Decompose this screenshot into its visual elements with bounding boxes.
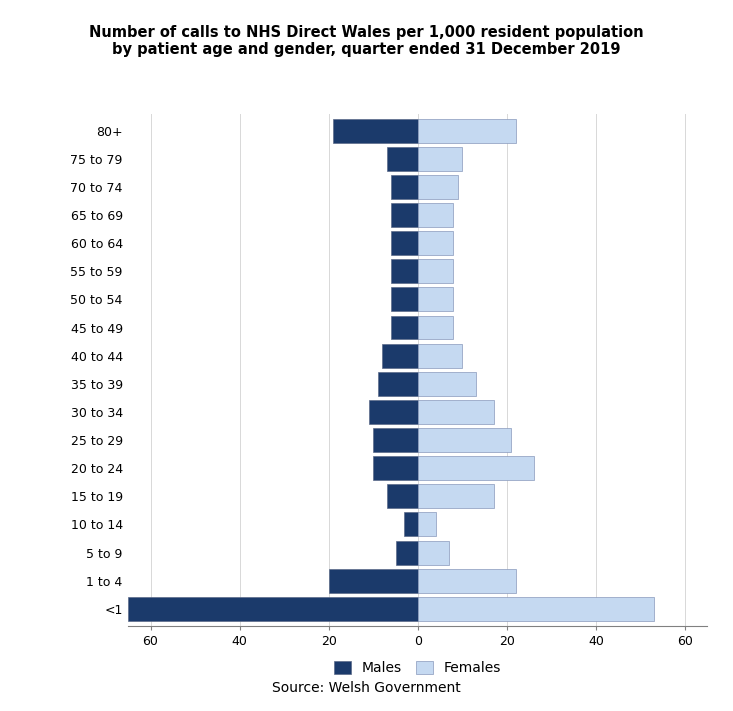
Bar [391,231,418,255]
Bar [418,400,493,424]
Bar [328,569,418,593]
Bar [418,287,454,311]
Bar [391,287,418,311]
Bar [418,456,534,480]
Bar [391,260,418,283]
Bar [391,203,418,227]
Bar [377,372,418,396]
Bar [418,597,654,621]
Bar [418,569,516,593]
Bar [128,597,418,621]
Bar [418,231,454,255]
Bar [418,175,458,199]
Bar [373,456,418,480]
Bar [418,343,463,368]
Bar [418,203,454,227]
Bar [382,343,418,368]
Bar [418,260,454,283]
Bar [418,484,493,508]
Text: Source: Welsh Government: Source: Welsh Government [272,681,461,695]
Bar [418,146,463,171]
Bar [373,428,418,452]
Bar [369,400,418,424]
Bar [334,119,418,143]
Bar [418,540,449,565]
Bar [418,119,516,143]
Bar [418,513,435,536]
Legend: Males, Females: Males, Females [334,661,501,675]
Bar [386,146,418,171]
Bar [391,175,418,199]
Bar [418,316,454,339]
Text: Number of calls to NHS Direct Wales per 1,000 resident population
by patient age: Number of calls to NHS Direct Wales per … [89,25,644,58]
Bar [396,540,418,565]
Bar [418,428,512,452]
Bar [418,372,476,396]
Bar [391,316,418,339]
Bar [405,513,418,536]
Bar [386,484,418,508]
